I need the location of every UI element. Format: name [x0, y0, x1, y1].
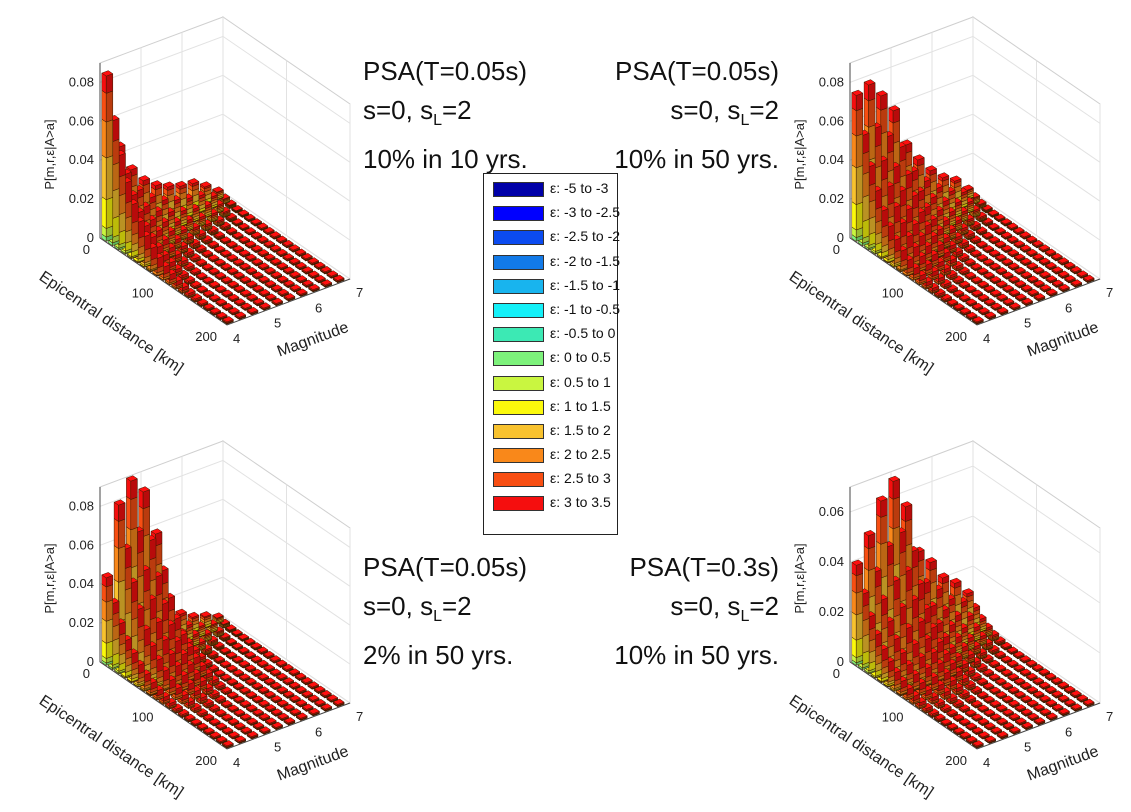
- bar-segment-side: [125, 201, 132, 219]
- z-tick-label: 0.04: [69, 152, 94, 167]
- bar-segment-side: [119, 193, 126, 214]
- y-tick-label: 4: [233, 331, 240, 346]
- bar-segment-side: [113, 139, 120, 165]
- bar-segment-side: [138, 220, 145, 239]
- bar-segment-side: [106, 120, 113, 158]
- bar-segment-side: [113, 189, 120, 219]
- bar-segment-side: [125, 216, 132, 232]
- y-tick-label: 5: [274, 316, 281, 331]
- bar-segment-side: [106, 197, 113, 228]
- bar-segment-front: [102, 119, 106, 158]
- bar-segment-front: [102, 155, 106, 200]
- x-tick-label: 0: [83, 242, 90, 257]
- bar-segment-side: [119, 153, 126, 177]
- z-tick-label: 0.02: [69, 191, 94, 206]
- bar-segment-side: [106, 91, 113, 122]
- bar: [102, 71, 113, 242]
- bar-segment-side: [113, 163, 120, 191]
- bar-segment-side: [113, 216, 120, 237]
- z-axis-label: P[m,r,ε|A>a]: [42, 119, 57, 189]
- x-tick-label: 100: [132, 286, 154, 301]
- y-tick-label: 6: [315, 300, 322, 315]
- bar-segment-front: [102, 73, 106, 93]
- bar-segment-side: [119, 212, 126, 232]
- z-tick-label: 0.06: [69, 113, 94, 128]
- bar-segment-side: [132, 202, 139, 223]
- x-tick-label: 200: [195, 329, 217, 344]
- z-tick-label: 0.08: [69, 74, 94, 89]
- y-tick-label: 7: [356, 285, 363, 300]
- x-axis-label: Epicentral distance [km]: [36, 268, 186, 377]
- bar-segment-side: [144, 234, 151, 250]
- bar-segment-front: [102, 90, 106, 122]
- bar-segment-side: [106, 156, 113, 200]
- bar-segment-side: [106, 74, 113, 94]
- y-axis-label: Magnitude: [275, 319, 351, 361]
- bar-segment-front: [102, 197, 106, 229]
- bar-segment-side: [119, 175, 126, 196]
- bar-segment-side: [125, 181, 132, 204]
- bar-segment-side: [113, 118, 120, 141]
